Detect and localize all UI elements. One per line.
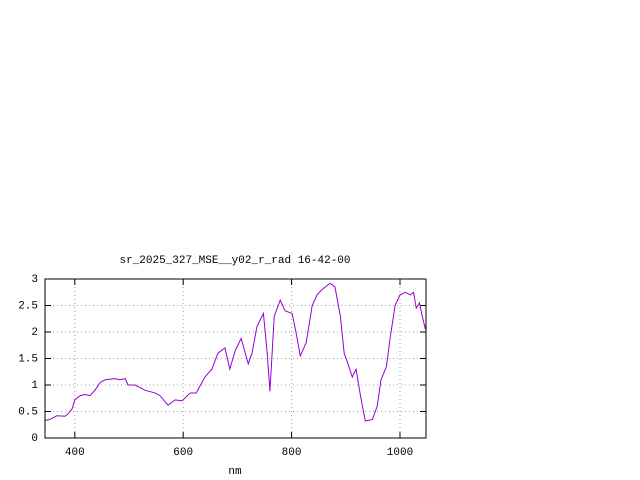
x-axis-label: nm: [228, 466, 242, 478]
y-tick-label: 1.5: [18, 353, 38, 365]
y-tick-label: 0.5: [18, 406, 38, 418]
y-tick-label: 3: [31, 274, 38, 286]
x-tick-label: 800: [282, 447, 302, 459]
x-tick-label: 1000: [387, 447, 413, 459]
data-line: [44, 282, 427, 422]
y-tick-label: 2: [31, 327, 38, 339]
y-tick-label: 1: [31, 380, 38, 392]
chart-title: sr_2025_327_MSE__y02_r_rad 16-42-00: [119, 255, 350, 267]
y-tick-label: 0: [31, 433, 38, 445]
plot-frame: [44, 278, 427, 439]
y-tick-label: 2.5: [18, 300, 38, 312]
x-tick-label: 600: [173, 447, 193, 459]
x-tick-label: 400: [65, 447, 85, 459]
